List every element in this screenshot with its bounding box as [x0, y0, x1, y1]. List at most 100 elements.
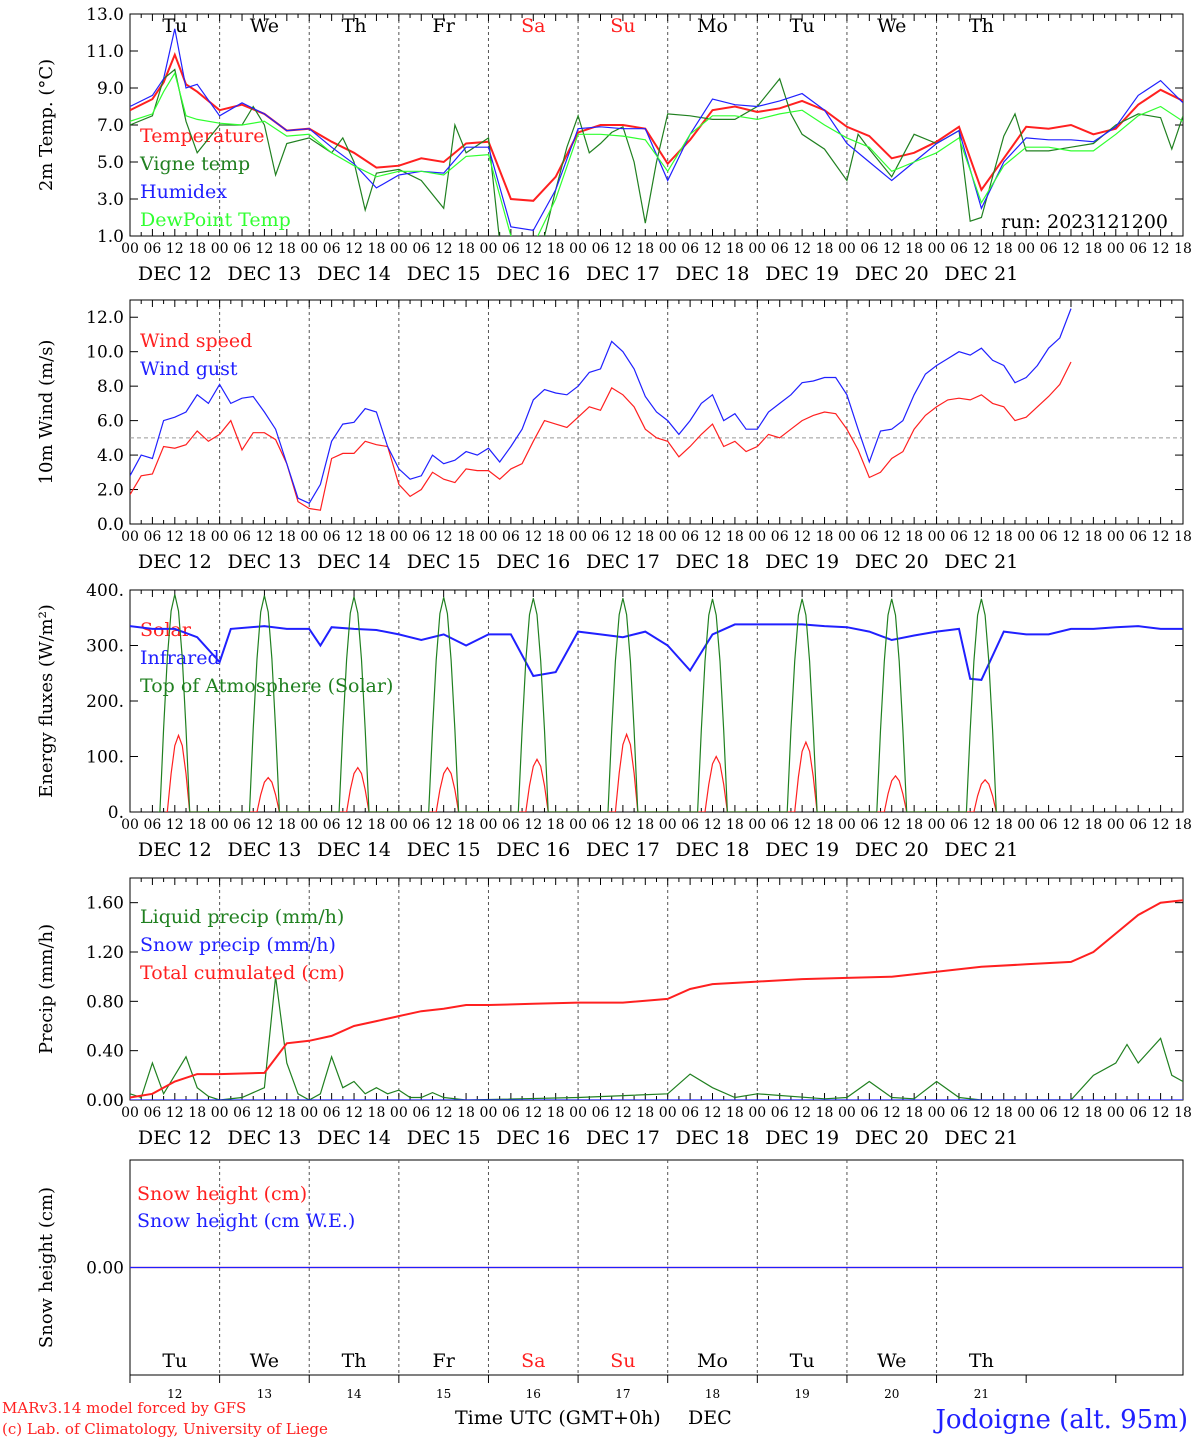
hour-tick-label: 18 — [905, 817, 923, 833]
hour-tick-label: 06 — [1129, 817, 1147, 833]
weekday-label: Sa — [521, 15, 545, 37]
y-tick-label: 10.0 — [86, 343, 124, 363]
y-tick-label: 0.00 — [86, 1259, 124, 1279]
legend-entry: Wind speed — [140, 330, 252, 352]
hour-tick-label: 06 — [771, 817, 789, 833]
hour-tick-label: 00 — [300, 241, 318, 257]
hour-tick-label: 12 — [793, 241, 811, 257]
y-tick-label: 300. — [86, 637, 124, 657]
panel-precip: 0.00 0.40 0.80 1.20 1.60 Precip (mm/h) Liquid … — [36, 877, 1192, 1149]
hour-tick-label: 12 — [166, 817, 184, 833]
y-axis-label: Snow height (cm) — [36, 1187, 57, 1348]
hour-tick-label: 18 — [278, 529, 296, 545]
y-tick-label: 1.60 — [86, 894, 124, 914]
panel-wind: 0.0 2.0 4.0 6.0 8.0 10.0 12.0 10m Wind (m/s) Win… — [36, 299, 1192, 573]
hour-tick-label: 00 — [659, 241, 677, 257]
legend-entry: Snow height (cm) — [137, 1183, 307, 1205]
weekday-label: Tu — [162, 15, 187, 37]
hour-tick-label: 18 — [816, 529, 834, 545]
hour-tick-label: 00 — [390, 817, 408, 833]
y-tick-label: 1.20 — [86, 943, 124, 963]
hour-tick-label: 18 — [188, 1105, 206, 1121]
hour-tick-label: 06 — [412, 817, 430, 833]
hour-tick-label: 18 — [1084, 529, 1102, 545]
date-label: DEC 13 — [227, 1127, 301, 1149]
date-label: DEC 13 — [227, 839, 301, 861]
hour-tick-label: 18 — [1174, 817, 1192, 833]
hour-tick-label: 12 — [524, 817, 542, 833]
hour-tick-label: 06 — [592, 241, 610, 257]
y-axis-label: 2m Temp. (°C) — [36, 59, 57, 191]
hour-tick-label: 18 — [278, 817, 296, 833]
y-tick-label: 7.0 — [97, 116, 124, 136]
hour-tick-label: 12 — [883, 1105, 901, 1121]
hour-tick-label: 00 — [121, 529, 139, 545]
date-label: DEC 13 — [227, 551, 301, 573]
hour-tick-label: 18 — [1084, 817, 1102, 833]
date-label: DEC 19 — [765, 839, 839, 861]
hour-tick-label: 06 — [502, 817, 520, 833]
hour-tick-label: 06 — [1040, 1105, 1058, 1121]
legend-entry: Total cumulated (cm) — [140, 962, 345, 984]
date-label: DEC 12 — [138, 551, 212, 573]
hour-tick-label: 18 — [905, 241, 923, 257]
hour-tick-label: 00 — [300, 1105, 318, 1121]
date-label: DEC 21 — [944, 551, 1018, 573]
hour-tick-label: 06 — [323, 817, 341, 833]
hour-tick-label: 12 — [166, 529, 184, 545]
date-label: DEC 12 — [138, 1127, 212, 1149]
day-number-label: 12 — [167, 1387, 182, 1401]
date-label: DEC 19 — [765, 1127, 839, 1149]
hour-tick-label: 12 — [883, 817, 901, 833]
date-label: DEC 16 — [496, 263, 570, 285]
weekday-label: Fr — [433, 1350, 456, 1372]
hour-tick-label: 18 — [278, 1105, 296, 1121]
hour-tick-label: 00 — [121, 241, 139, 257]
hour-tick-label: 18 — [1174, 529, 1192, 545]
weekday-label: Th — [969, 15, 994, 37]
hour-tick-label: 06 — [412, 529, 430, 545]
hour-tick-label: 00 — [748, 529, 766, 545]
x-axis-title: Time UTC (GMT+0h) — [455, 1407, 661, 1429]
hour-tick-label: 00 — [838, 1105, 856, 1121]
hour-tick-label: 06 — [1040, 241, 1058, 257]
hour-tick-label: 00 — [300, 817, 318, 833]
hour-tick-label: 12 — [166, 1105, 184, 1121]
y-tick-label: 9.0 — [97, 79, 124, 99]
hour-tick-label: 00 — [1107, 1105, 1125, 1121]
y-tick-label: 12.0 — [86, 308, 124, 328]
y-tick-label: 0.80 — [86, 992, 124, 1012]
day-number-label: 16 — [526, 1387, 541, 1401]
hour-tick-label: 12 — [614, 1105, 632, 1121]
hour-tick-label: 12 — [972, 241, 990, 257]
x-axis-month: DEC — [688, 1407, 732, 1429]
hour-tick-label: 18 — [188, 241, 206, 257]
series-line-liquid-precip-mm-h- — [130, 976, 1183, 1100]
weekday-label: Mo — [697, 1350, 728, 1372]
hour-tick-label: 12 — [614, 817, 632, 833]
hour-tick-label: 12 — [1152, 529, 1170, 545]
hour-tick-label: 00 — [1107, 241, 1125, 257]
hour-tick-label: 00 — [121, 1105, 139, 1121]
hour-tick-label: 12 — [972, 817, 990, 833]
y-axis-label: Energy fluxes (W/m²) — [36, 604, 57, 798]
hour-tick-label: 18 — [995, 817, 1013, 833]
hour-tick-label: 06 — [681, 241, 699, 257]
date-label: DEC 19 — [765, 263, 839, 285]
day-number-label: 19 — [794, 1387, 809, 1401]
credits-line-2: (c) Lab. of Climatology, University of L… — [2, 1420, 328, 1438]
hour-tick-label: 12 — [345, 1105, 363, 1121]
hour-tick-label: 00 — [569, 1105, 587, 1121]
hour-tick-label: 00 — [748, 241, 766, 257]
date-label: DEC 21 — [944, 1127, 1018, 1149]
day-number-label: 21 — [974, 1387, 989, 1401]
hour-tick-label: 00 — [748, 817, 766, 833]
hour-tick-label: 06 — [860, 1105, 878, 1121]
legend-entry: Snow height (cm W.E.) — [137, 1210, 355, 1232]
hour-tick-label: 06 — [1129, 529, 1147, 545]
y-tick-label: 400. — [86, 581, 124, 601]
hour-tick-label: 06 — [143, 817, 161, 833]
hour-tick-label: 06 — [681, 529, 699, 545]
hour-tick-label: 18 — [995, 529, 1013, 545]
hour-tick-label: 12 — [972, 529, 990, 545]
